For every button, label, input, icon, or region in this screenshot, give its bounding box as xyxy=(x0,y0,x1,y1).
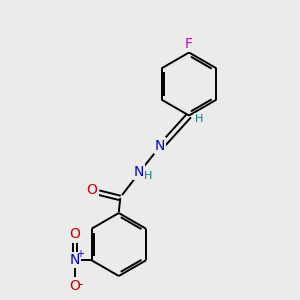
Text: N: N xyxy=(134,165,144,179)
Text: N: N xyxy=(70,253,80,267)
Text: H: H xyxy=(194,114,203,124)
Text: O: O xyxy=(87,183,98,197)
Text: +: + xyxy=(76,249,84,259)
Text: O: O xyxy=(69,279,80,293)
Text: H: H xyxy=(144,171,153,182)
Text: O: O xyxy=(69,227,80,241)
Text: N: N xyxy=(155,139,165,152)
Text: F: F xyxy=(185,37,193,50)
Text: -: - xyxy=(78,278,83,291)
